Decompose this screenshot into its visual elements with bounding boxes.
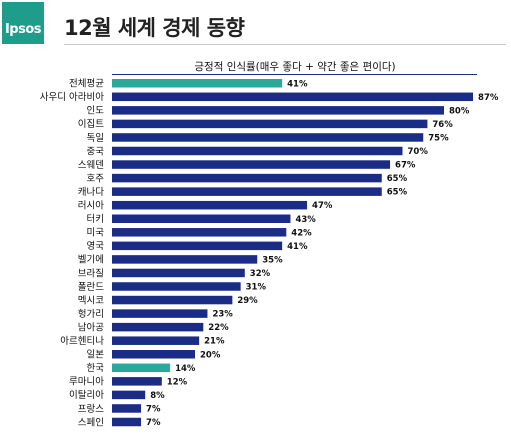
category-label-cat-10: 터키 bbox=[87, 214, 104, 225]
bar-cat-14 bbox=[112, 268, 245, 278]
category-label-cat-25: 스페인 bbox=[78, 417, 104, 428]
chart-title-underline bbox=[112, 74, 477, 75]
bar-cat-12 bbox=[112, 241, 283, 251]
value-label-cat-4: 75% bbox=[428, 133, 449, 143]
category-label-cat-18: 남아공 bbox=[78, 322, 104, 333]
bar-cat-15 bbox=[112, 282, 241, 291]
bar-cat-13 bbox=[112, 255, 258, 264]
value-label-cat-24: 7% bbox=[146, 404, 161, 414]
category-label-cat-13: 벨기에 bbox=[78, 255, 104, 266]
bar-cat-21 bbox=[112, 363, 171, 373]
category-label-cat-12: 영국 bbox=[87, 241, 105, 252]
bar-cat-3 bbox=[112, 119, 428, 129]
bar-cat-23 bbox=[112, 390, 146, 400]
category-label-cat-16: 멕시코 bbox=[78, 295, 104, 306]
category-label-cat-0: 전체평균 bbox=[69, 79, 104, 90]
category-label-cat-17: 헝가리 bbox=[78, 309, 104, 320]
bar-cat-19 bbox=[112, 336, 200, 345]
category-label-cat-23: 이탈리아 bbox=[69, 389, 104, 401]
bar-cat-1 bbox=[112, 92, 474, 102]
value-label-cat-21: 14% bbox=[175, 364, 196, 374]
bar-cat-7 bbox=[112, 173, 382, 183]
category-label-cat-7: 호주 bbox=[87, 173, 105, 184]
bar-cat-0 bbox=[112, 79, 283, 88]
value-label-cat-17: 23% bbox=[212, 310, 233, 320]
category-label-cat-22: 루마니아 bbox=[69, 377, 104, 388]
value-label-cat-13: 35% bbox=[262, 255, 283, 265]
bar-cat-17 bbox=[112, 309, 208, 318]
value-label-cat-22: 12% bbox=[167, 377, 188, 387]
value-label-cat-8: 65% bbox=[387, 188, 408, 198]
category-label-cat-4: 독일 bbox=[87, 133, 104, 144]
value-label-cat-3: 76% bbox=[432, 120, 453, 130]
bar-cat-25 bbox=[112, 417, 142, 427]
bar-cat-16 bbox=[112, 295, 233, 305]
bar-cat-22 bbox=[112, 377, 162, 386]
bar-cat-2 bbox=[112, 106, 444, 115]
bar-cat-20 bbox=[112, 350, 195, 359]
category-label-cat-1: 사우디 아라비아 bbox=[40, 92, 104, 103]
value-label-cat-15: 31% bbox=[246, 283, 267, 293]
category-label-cat-15: 폴란드 bbox=[78, 281, 104, 293]
bar-cat-8 bbox=[112, 187, 382, 196]
value-label-cat-14: 32% bbox=[250, 269, 271, 279]
value-label-cat-12: 41% bbox=[287, 242, 308, 252]
category-label-cat-8: 캐나다 bbox=[78, 187, 104, 198]
category-label-cat-6: 스웨덴 bbox=[78, 159, 104, 171]
value-label-cat-10: 43% bbox=[295, 215, 316, 225]
bar-cat-6 bbox=[112, 160, 391, 169]
category-label-cat-9: 러시아 bbox=[78, 201, 104, 212]
value-label-cat-9: 47% bbox=[312, 201, 333, 211]
value-label-cat-16: 29% bbox=[237, 296, 258, 306]
category-label-cat-20: 일본 bbox=[87, 350, 105, 361]
value-label-cat-7: 65% bbox=[387, 174, 408, 184]
value-label-cat-11: 42% bbox=[291, 228, 312, 238]
title-divider bbox=[64, 44, 506, 45]
value-label-cat-20: 20% bbox=[200, 350, 221, 360]
category-label-cat-24: 프랑스 bbox=[78, 403, 104, 415]
value-label-cat-0: 41% bbox=[287, 79, 308, 89]
value-label-cat-1: 87% bbox=[478, 93, 499, 103]
page-title: 12월 세계 경제 동향 bbox=[64, 16, 245, 40]
category-label-cat-19: 아르헨티나 bbox=[60, 335, 104, 347]
ipsos-logo: Ipsos bbox=[2, 2, 44, 44]
value-label-cat-18: 22% bbox=[208, 323, 229, 333]
bar-cat-11 bbox=[112, 228, 287, 237]
value-label-cat-5: 70% bbox=[408, 147, 429, 157]
bar-cat-4 bbox=[112, 133, 424, 142]
bar-cat-24 bbox=[112, 404, 142, 413]
category-label-cat-5: 중국 bbox=[87, 146, 105, 157]
bar-cat-5 bbox=[112, 146, 403, 156]
value-label-cat-2: 80% bbox=[449, 106, 470, 116]
bar-cat-18 bbox=[112, 322, 204, 332]
category-label-cat-21: 한국 bbox=[87, 363, 105, 374]
value-label-cat-23: 8% bbox=[150, 391, 165, 401]
category-label-cat-2: 인도 bbox=[87, 106, 105, 117]
value-label-cat-19: 21% bbox=[204, 337, 225, 347]
bar-cat-9 bbox=[112, 200, 308, 210]
value-label-cat-25: 7% bbox=[146, 418, 161, 428]
value-label-cat-6: 67% bbox=[395, 161, 416, 171]
chart-title: 긍정적 인식률(매우 좋다 + 약간 좋은 편이다) bbox=[194, 61, 396, 73]
category-label-cat-11: 미국 bbox=[87, 228, 105, 239]
category-label-cat-3: 이집트 bbox=[78, 118, 104, 130]
category-label-cat-14: 브라질 bbox=[78, 267, 104, 279]
bar-cat-10 bbox=[112, 214, 291, 223]
